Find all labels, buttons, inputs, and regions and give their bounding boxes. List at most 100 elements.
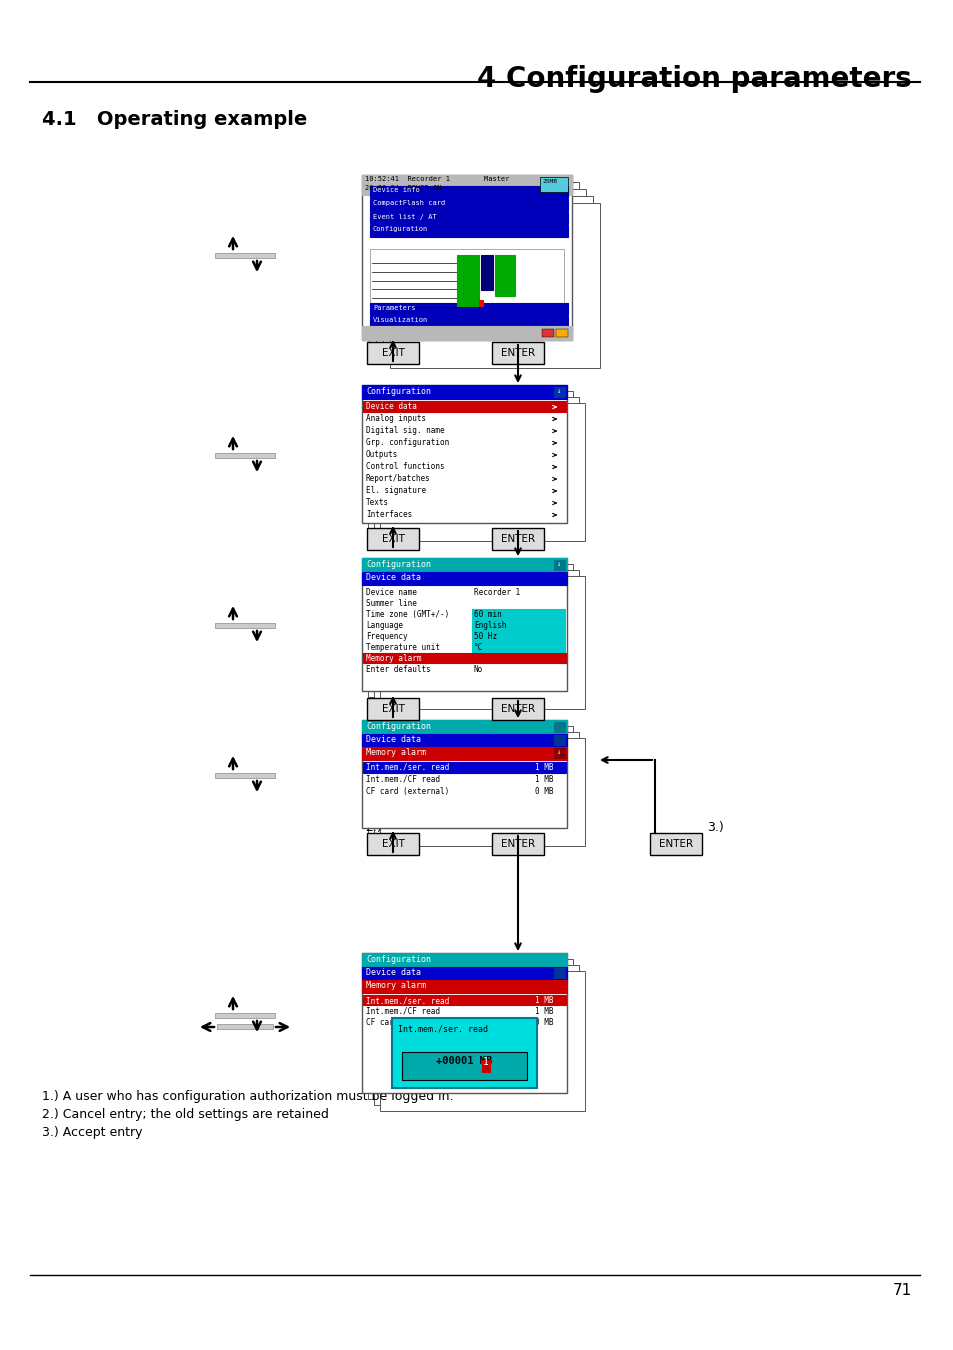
- Bar: [361, 967, 566, 980]
- Text: No: No: [474, 666, 483, 674]
- Text: Int.mem./ser. read: Int.mem./ser. read: [397, 1025, 488, 1033]
- Bar: [361, 385, 566, 400]
- Bar: [367, 833, 418, 855]
- Text: Device info: Device info: [373, 188, 419, 193]
- Bar: [495, 255, 515, 296]
- Bar: [374, 965, 578, 1106]
- Text: Temperature unit: Temperature unit: [366, 643, 439, 652]
- Text: 26.00.04  POWER ON: 26.00.04 POWER ON: [365, 185, 441, 190]
- Bar: [554, 387, 564, 397]
- Text: 4.1   Operating example: 4.1 Operating example: [42, 109, 307, 130]
- Bar: [374, 397, 578, 535]
- Bar: [370, 212, 567, 224]
- Bar: [370, 186, 567, 198]
- Bar: [539, 177, 567, 192]
- Text: ↓: ↓: [556, 387, 559, 394]
- Bar: [361, 572, 566, 585]
- Bar: [214, 622, 274, 628]
- Bar: [472, 609, 564, 620]
- Bar: [361, 385, 566, 522]
- Text: Int.mem./ser. read: Int.mem./ser. read: [366, 996, 449, 1004]
- Bar: [214, 772, 274, 778]
- Bar: [363, 401, 565, 412]
- Text: CompactFlash card: CompactFlash card: [373, 201, 445, 207]
- Text: Configuration: Configuration: [366, 560, 431, 568]
- Bar: [554, 734, 564, 745]
- Text: Device data: Device data: [366, 968, 420, 977]
- Bar: [368, 392, 573, 529]
- Text: 1.): 1.): [506, 324, 523, 336]
- Bar: [368, 958, 573, 1099]
- Text: 1 MB: 1 MB: [535, 1007, 553, 1017]
- Bar: [554, 560, 564, 570]
- Text: Grp. configuration: Grp. configuration: [366, 437, 449, 447]
- Bar: [379, 404, 584, 541]
- Bar: [214, 452, 274, 458]
- Text: Device data: Device data: [366, 402, 416, 410]
- Text: ENTER: ENTER: [500, 838, 535, 849]
- Bar: [363, 995, 565, 1004]
- Text: Device name: Device name: [366, 589, 416, 597]
- Bar: [370, 225, 567, 238]
- Bar: [361, 734, 566, 747]
- Bar: [472, 630, 564, 641]
- Bar: [361, 747, 566, 760]
- Text: EXIT: EXIT: [381, 703, 404, 714]
- Text: CF card (external): CF card (external): [366, 787, 449, 796]
- Text: Event list / AT: Event list / AT: [373, 213, 436, 220]
- Bar: [216, 1025, 273, 1029]
- Text: EXIT: EXIT: [381, 838, 404, 849]
- Text: EXIT: EXIT: [381, 535, 404, 544]
- Bar: [481, 1060, 490, 1072]
- Text: 71: 71: [892, 1282, 911, 1297]
- Bar: [363, 761, 565, 774]
- Text: ↓: ↓: [556, 749, 559, 755]
- Bar: [370, 198, 567, 211]
- Bar: [554, 722, 564, 732]
- Bar: [649, 833, 701, 855]
- Text: ENTER: ENTER: [659, 838, 692, 849]
- Text: 25MB: 25MB: [541, 180, 557, 184]
- Bar: [361, 558, 566, 572]
- Text: ENTER: ENTER: [500, 535, 535, 544]
- Text: Interfaces: Interfaces: [366, 510, 412, 518]
- Bar: [492, 698, 543, 720]
- Text: 0 MB: 0 MB: [535, 787, 553, 796]
- Bar: [480, 255, 493, 290]
- Bar: [541, 329, 554, 338]
- Bar: [361, 176, 572, 340]
- Text: 1 MB: 1 MB: [535, 763, 553, 772]
- Text: 10:52:41  Recorder 1        Master: 10:52:41 Recorder 1 Master: [365, 176, 509, 182]
- Text: ENTER: ENTER: [500, 703, 535, 714]
- Bar: [554, 968, 564, 977]
- Bar: [382, 196, 593, 360]
- Text: +00001 MB: +00001 MB: [436, 1056, 492, 1066]
- Bar: [374, 570, 578, 703]
- Text: Visualization: Visualization: [373, 317, 428, 324]
- Text: Digital sig. name: Digital sig. name: [366, 427, 444, 435]
- Text: 50 Hz: 50 Hz: [474, 632, 497, 641]
- Text: Time zone (GMT+/-): Time zone (GMT+/-): [366, 610, 458, 620]
- Bar: [401, 1052, 526, 1080]
- Text: ENTER: ENTER: [500, 348, 535, 358]
- Bar: [370, 248, 563, 312]
- Bar: [375, 189, 585, 354]
- Text: Device data: Device data: [366, 572, 420, 582]
- Text: Control functions: Control functions: [366, 462, 444, 471]
- Text: Texts: Texts: [366, 498, 389, 508]
- Bar: [472, 620, 564, 630]
- Bar: [361, 720, 566, 828]
- Bar: [361, 953, 566, 967]
- Bar: [369, 182, 578, 347]
- Bar: [363, 653, 565, 663]
- Text: Language: Language: [366, 621, 402, 630]
- Bar: [379, 738, 584, 846]
- Text: Enter defaults: Enter defaults: [366, 666, 431, 674]
- Text: 4 Configuration parameters: 4 Configuration parameters: [476, 65, 911, 93]
- Text: Memory alarm: Memory alarm: [366, 653, 421, 663]
- Text: 2.) Cancel entry; the old settings are retained: 2.) Cancel entry; the old settings are r…: [42, 1108, 329, 1120]
- Text: El. signature: El. signature: [366, 486, 426, 495]
- Bar: [390, 202, 599, 369]
- Bar: [554, 748, 564, 757]
- Bar: [361, 176, 572, 194]
